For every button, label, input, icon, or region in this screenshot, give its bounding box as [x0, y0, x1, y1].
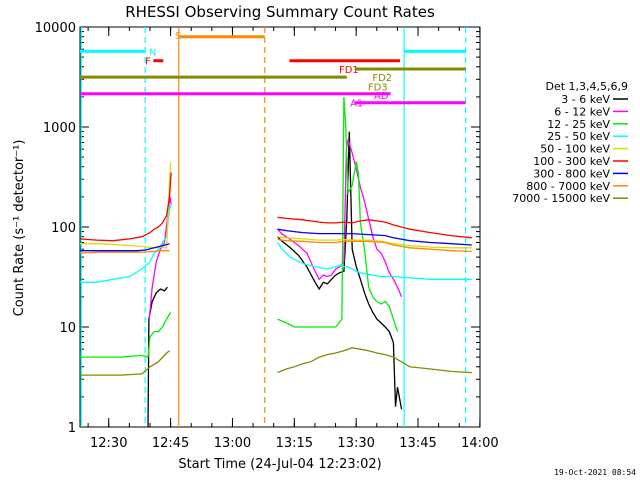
- y-tick-label: 10000: [35, 21, 76, 36]
- flag-label: FD1: [339, 65, 359, 76]
- flag-label: FD3: [368, 82, 388, 93]
- series-line: [277, 238, 472, 253]
- x-axis-label: Start Time (24-Jul-04 12:23:02): [178, 457, 381, 472]
- x-tick-label: 13:30: [337, 436, 374, 451]
- series-line: [277, 131, 403, 410]
- series-line: [276, 242, 472, 280]
- legend-entry-label: 100 - 300 keV: [533, 155, 610, 168]
- series-line: [277, 228, 472, 246]
- series-line: [80, 312, 172, 358]
- series-line: [79, 250, 170, 254]
- legend-entry-label: 3 - 6 keV: [561, 93, 610, 106]
- legend-entry-label: 800 - 7000 keV: [526, 180, 610, 193]
- legend-entry-label: 6 - 12 keV: [554, 105, 610, 118]
- series-line: [277, 96, 399, 332]
- flag-label: A1: [350, 99, 363, 110]
- series-line: [277, 216, 472, 239]
- legend-entry-label: 25 - 50 keV: [547, 130, 610, 143]
- flag-label: AD: [374, 91, 389, 102]
- flag-label: F: [145, 57, 151, 68]
- x-tick-label: 12:30: [90, 436, 127, 451]
- y-tick-label: 1000: [43, 121, 76, 136]
- series-line: [79, 172, 172, 242]
- y-tick-label: 1: [68, 421, 76, 436]
- x-tick-label: 13:15: [276, 436, 313, 451]
- plot-area: 1 10 100 1000 10000 12:30 12:45 13:00 13:15 13:30…: [35, 21, 499, 451]
- x-tick-label: 13:45: [399, 436, 436, 451]
- series-line: [80, 350, 170, 376]
- y-tick-label: 100: [51, 221, 76, 236]
- timestamp: 19-Oct-2021 08:54: [554, 468, 636, 477]
- flag-label: FD2: [372, 73, 392, 84]
- y-tick-label: 10: [59, 321, 76, 336]
- x-tick-label: 14:00: [461, 436, 498, 451]
- series-line: [277, 347, 472, 374]
- y-axis-label: Count Rate (s⁻¹ detector⁻¹): [12, 140, 27, 317]
- legend-entry-label: 12 - 25 keV: [547, 118, 610, 131]
- series-line: [80, 243, 170, 252]
- flag-label: S: [175, 31, 181, 42]
- chart-title: RHESSI Observing Summary Count Rates: [125, 3, 435, 21]
- x-tick-label: 12:45: [152, 436, 189, 451]
- series-line: [147, 286, 168, 428]
- series-line: [277, 236, 472, 249]
- x-tick-label: 13:00: [214, 436, 251, 451]
- legend-entry-label: 300 - 800 keV: [533, 167, 610, 180]
- legend-entry-label: 7000 - 15000 keV: [512, 192, 610, 205]
- legend-entry-label: 50 - 100 keV: [540, 143, 610, 156]
- legend-title: Det 1,3,4,5,6,9: [545, 80, 628, 93]
- series-line: [80, 162, 172, 249]
- flag-label: N: [149, 47, 156, 58]
- series-line: [277, 139, 403, 298]
- plot-frame: [79, 26, 481, 428]
